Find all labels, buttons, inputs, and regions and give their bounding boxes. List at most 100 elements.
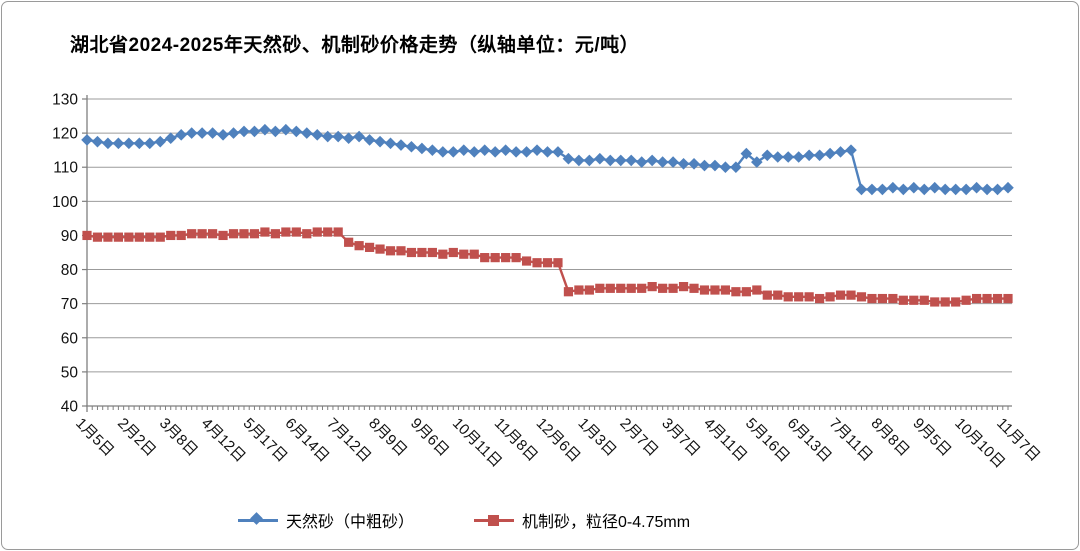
data-point-square [961, 295, 971, 305]
legend-square-marker [488, 515, 500, 526]
natural-sand-diamond-icon [238, 512, 278, 527]
data-point-square [302, 229, 312, 239]
x-tick-label: 2月2日 [114, 415, 159, 460]
data-point-square [511, 253, 521, 263]
x-axis-labels: 1月5日2月2日3月8日4月12日5月17日6月14日7月12日8月9日9月6日… [72, 415, 1043, 472]
y-tick-label: 40 [61, 399, 79, 416]
series-machine-sand [82, 227, 1013, 307]
data-point-square [312, 227, 322, 237]
data-point-square [762, 290, 772, 300]
data-point-square [103, 232, 113, 242]
axes [86, 95, 1012, 412]
data-point-square [166, 230, 176, 241]
data-point-square [92, 232, 103, 242]
data-point-square [354, 241, 364, 251]
data-point-square [658, 283, 668, 293]
data-point-square [344, 237, 354, 247]
data-point-diamond [855, 183, 868, 196]
data-point-diamond [939, 183, 952, 196]
data-point-diamond [342, 132, 355, 145]
series-line [86, 128, 1009, 191]
data-point-diamond [928, 181, 941, 194]
data-point-diamond [311, 129, 324, 141]
legend-label-machine-sand: 机制砂，粒径0-4.75mm [522, 514, 691, 531]
data-point-diamond [363, 134, 376, 146]
data-point-square [856, 292, 867, 302]
data-point-diamond [248, 125, 261, 138]
data-point-diamond [897, 183, 910, 196]
data-point-square [501, 253, 511, 263]
data-point-diamond [81, 134, 93, 146]
data-point-diamond [91, 135, 104, 148]
data-point-diamond [918, 183, 931, 196]
machine-sand-square-icon [474, 513, 515, 527]
data-point-square [480, 253, 490, 263]
data-point-square [270, 229, 280, 239]
data-point-diamond [834, 146, 847, 158]
data-point-square [720, 285, 731, 295]
data-point-diamond [384, 137, 397, 150]
x-tick-label: 4月11日 [700, 415, 750, 465]
data-point-square [940, 297, 950, 307]
x-tick-label: 12月6日 [533, 415, 584, 466]
x-tick-label: 9月6日 [407, 415, 452, 460]
data-point-diamond [604, 154, 617, 167]
data-point-diamond [552, 146, 564, 158]
data-point-diamond [949, 183, 962, 196]
data-point-diamond [374, 135, 386, 148]
data-point-diamond [468, 146, 481, 158]
legend-item-machine-sand: 机制砂，粒径0-4.75mm [474, 508, 690, 532]
data-point-diamond [457, 144, 470, 156]
data-point-diamond [175, 129, 187, 141]
y-axis-labels: 40 50 60 70 80 90 100 110 120 130 [52, 92, 87, 416]
data-point-square [553, 258, 563, 268]
y-tick-label: 70 [61, 296, 79, 313]
x-tick-label: 3月7日 [658, 415, 703, 460]
data-point-diamond [1002, 181, 1014, 194]
data-point-square [815, 293, 825, 304]
x-tick-label: 6月14日 [281, 415, 332, 466]
data-point-diamond [677, 158, 690, 170]
data-point-diamond [740, 147, 753, 160]
data-point-diamond [981, 183, 993, 196]
data-point-square [207, 229, 218, 239]
data-point-square [773, 290, 783, 300]
data-point-square [710, 285, 720, 295]
chart-title: 湖北省2024-2025年天然砂、机制砂价格走势（纵轴单位：元/吨） [70, 35, 640, 56]
data-point-square [616, 283, 626, 293]
data-point-diamond [960, 183, 972, 196]
data-point-diamond [499, 144, 512, 156]
data-point-square [605, 283, 615, 293]
y-tick-label: 100 [52, 194, 78, 211]
data-point-square [637, 283, 647, 293]
data-point-square [668, 283, 678, 293]
data-point-diamond [123, 137, 135, 150]
data-point-square [992, 293, 1003, 304]
data-point-diamond [709, 159, 721, 172]
data-point-square [951, 297, 961, 307]
data-point-square [448, 247, 458, 258]
data-point-square [134, 232, 144, 242]
x-tick-label: 6月13日 [784, 415, 835, 466]
data-point-diamond [437, 146, 449, 158]
data-point-square [888, 293, 898, 304]
series-natural-sand [81, 123, 1014, 196]
data-point-diamond [824, 147, 836, 160]
data-point-diamond [531, 144, 543, 156]
data-point-square [438, 249, 448, 259]
data-point-square [291, 227, 301, 237]
data-point-square [385, 246, 396, 256]
data-point-diamond [447, 146, 460, 158]
x-axis-ticks [86, 406, 1009, 410]
x-tick-label: 7月12日 [323, 415, 374, 466]
data-point-square [1003, 293, 1013, 304]
data-point-square [804, 292, 814, 302]
data-point-square [239, 229, 249, 239]
data-point-square [794, 292, 804, 302]
data-point-diamond [520, 146, 533, 158]
data-point-diamond [510, 146, 522, 158]
data-point-square [584, 285, 594, 295]
data-point-diamond [269, 125, 282, 138]
data-point-diamond [395, 139, 407, 151]
data-point-square [375, 244, 385, 254]
